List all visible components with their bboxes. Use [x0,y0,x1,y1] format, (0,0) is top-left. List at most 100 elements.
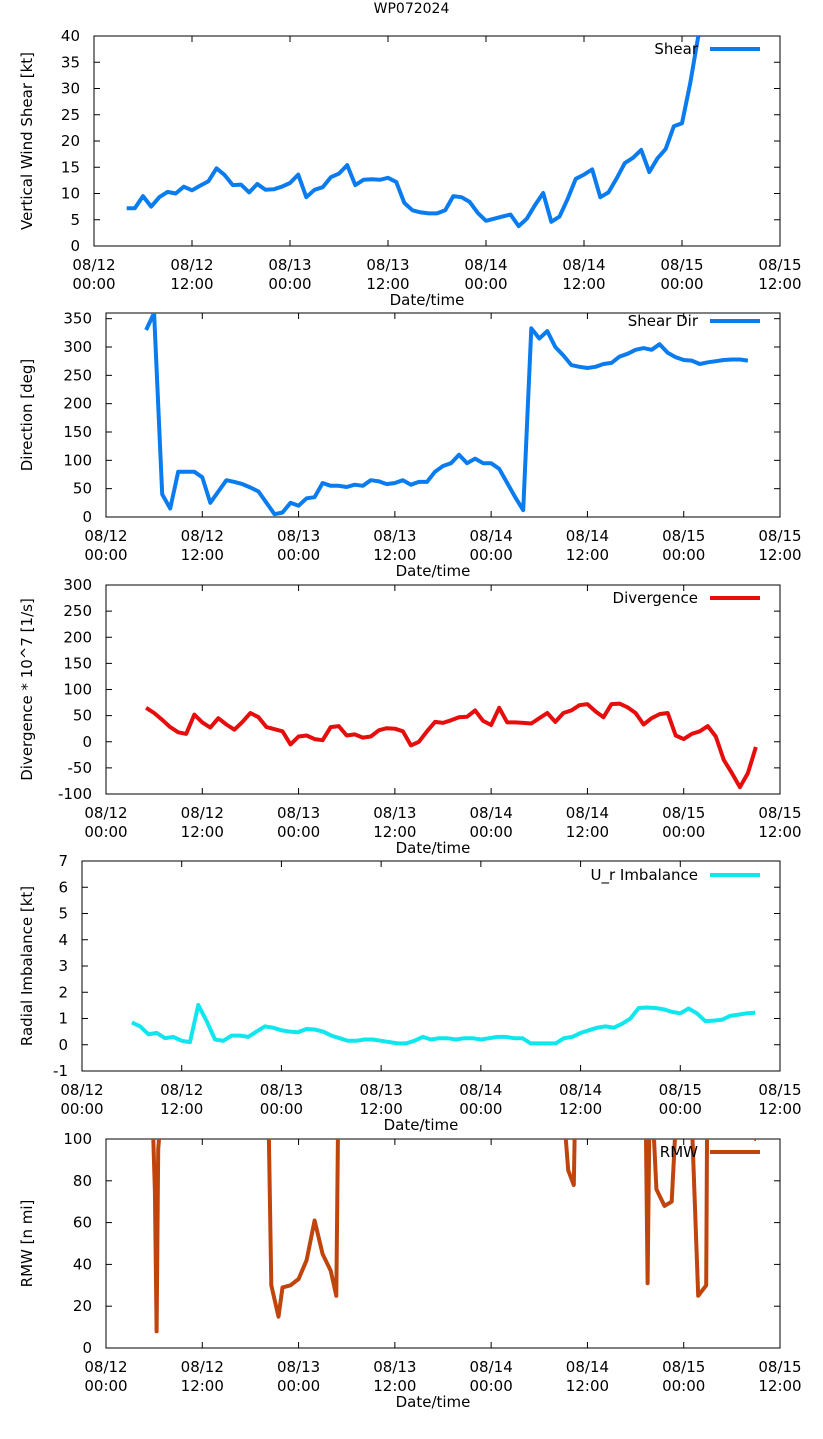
divergence-xtick-label-date: 08/12 [181,804,224,822]
shear-dir-x-axis-label: Date/time [396,562,471,580]
divergence-xtick-label-date: 08/13 [277,804,320,822]
shear-xtick-label-date: 08/12 [170,256,213,274]
shear-dir-ytick-label: 200 [63,395,92,413]
divergence-ytick-label: 0 [82,733,92,751]
divergence-xtick-label-date: 08/14 [566,804,609,822]
shear-dir-panel: 05010015020025030035008/1200:0008/1212:0… [18,310,802,580]
rmw-series-line [644,1139,652,1286]
divergence-xtick-label-time: 12:00 [566,823,609,841]
shear-xtick-label-time: 00:00 [464,275,507,293]
shear-dir-ytick-label: 250 [63,366,92,384]
figure-title: WP072024 [373,1,450,17]
shear-legend-label: Shear [654,40,698,58]
divergence-xtick-label-time: 12:00 [758,823,801,841]
shear-dir-y-axis-label: Direction [deg] [18,359,36,472]
shear-dir-xtick-label-date: 08/12 [84,527,127,545]
rmw-ytick-label: 100 [63,1130,92,1148]
divergence-y-axis-label: Divergence * 10^7 [1/s] [18,598,36,781]
radial-imbalance-xtick-label-date: 08/13 [360,1081,403,1099]
rmw-ytick-label: 80 [73,1172,92,1190]
shear-xtick-label-date: 08/15 [758,256,801,274]
shear-dir-xtick-label-date: 08/12 [181,527,224,545]
divergence-xtick-label-date: 08/12 [84,804,127,822]
shear-dir-xtick-label-date: 08/13 [277,527,320,545]
shear-dir-xtick-label-date: 08/14 [566,527,609,545]
radial-imbalance-ytick-label: 3 [58,957,68,975]
rmw-plot-frame [105,1138,781,1349]
rmw-series-line [652,1139,677,1208]
shear-dir-ytick-label: 0 [82,508,92,526]
rmw-y-axis-label: RMW [n mi] [18,1200,36,1288]
radial-imbalance-xtick-label-time: 00:00 [60,1100,103,1118]
radial-imbalance-xtick-label-time: 12:00 [160,1100,203,1118]
divergence-xtick-label-time: 00:00 [277,823,320,841]
rmw-xtick-label-date: 08/12 [84,1358,127,1376]
shear-dir-xtick-label-time: 00:00 [662,546,705,564]
shear-dir-xtick-label-date: 08/13 [373,527,416,545]
divergence-ytick-label: -50 [68,759,93,777]
shear-dir-xtick-label-time: 12:00 [373,546,416,564]
shear-dir-xtick-label-time: 00:00 [470,546,513,564]
radial-imbalance-xtick-label-date: 08/13 [260,1081,303,1099]
radial-imbalance-legend-label: U_r Imbalance [590,866,698,885]
radial-imbalance-xtick-label-date: 08/12 [60,1081,103,1099]
rmw-ytick-label: 0 [82,1339,92,1357]
radial-imbalance-xtick-label-time: 12:00 [360,1100,403,1118]
radial-imbalance-ytick-label: 1 [58,1010,68,1028]
radial-imbalance-ytick-label: -1 [53,1062,68,1080]
rmw-xtick-label-time: 12:00 [566,1377,609,1395]
radial-imbalance-xtick-label-date: 08/14 [459,1081,502,1099]
shear-ytick-label: 0 [70,237,80,255]
radial-imbalance-xtick-label-time: 00:00 [260,1100,303,1118]
rmw-series-line [266,1139,340,1319]
divergence-ytick-label: -100 [58,785,92,803]
shear-dir-ytick-label: 50 [73,480,92,498]
divergence-plot-frame [105,584,781,795]
rmw-series-line [690,1139,709,1298]
divergence-series-line [145,701,758,790]
shear-xtick-label-date: 08/14 [464,256,507,274]
shear-dir-ytick-label: 350 [63,310,92,328]
shear-ytick-label: 15 [61,158,80,176]
shear-dir-ytick-label: 150 [63,423,92,441]
shear-xtick-label-time: 00:00 [268,275,311,293]
rmw-ytick-label: 20 [73,1297,92,1315]
shear-xtick-label-time: 00:00 [72,275,115,293]
shear-dir-xtick-label-time: 12:00 [181,546,224,564]
rmw-ytick-label: 60 [73,1214,92,1232]
shear-ytick-label: 40 [61,27,80,45]
shear-ytick-label: 20 [61,132,80,150]
rmw-ytick-label: 40 [73,1255,92,1273]
divergence-xtick-label-time: 00:00 [470,823,513,841]
shear-ytick-label: 10 [61,185,80,203]
shear-dir-xtick-label-date: 08/15 [662,527,705,545]
radial-imbalance-x-axis-label: Date/time [384,1116,459,1134]
shear-series-line [126,36,701,229]
radial-imbalance-panel: -10123456708/1200:0008/1212:0008/1300:00… [18,852,802,1134]
divergence-ytick-label: 300 [63,576,92,594]
radial-imbalance-xtick-label-time: 12:00 [559,1100,602,1118]
shear-dir-xtick-label-time: 12:00 [758,546,801,564]
radial-imbalance-xtick-label-date: 08/15 [659,1081,702,1099]
rmw-xtick-label-time: 00:00 [84,1377,127,1395]
shear-xtick-label-date: 08/14 [562,256,605,274]
shear-xtick-label-time: 00:00 [660,275,703,293]
divergence-xtick-label-time: 12:00 [181,823,224,841]
shear-xtick-label-date: 08/13 [268,256,311,274]
shear-dir-ytick-label: 100 [63,451,92,469]
radial-imbalance-xtick-label-date: 08/12 [160,1081,203,1099]
shear-xtick-label-date: 08/15 [660,256,703,274]
rmw-series-line [563,1139,577,1187]
rmw-xtick-label-time: 12:00 [758,1377,801,1395]
rmw-xtick-label-date: 08/14 [470,1358,513,1376]
rmw-xtick-label-time: 12:00 [373,1377,416,1395]
radial-imbalance-ytick-label: 6 [58,878,68,896]
shear-dir-xtick-label-date: 08/14 [470,527,513,545]
shear-dir-series-line [144,313,749,517]
radial-imbalance-xtick-label-date: 08/14 [559,1081,602,1099]
shear-ytick-label: 25 [61,106,80,124]
rmw-xtick-label-date: 08/12 [181,1358,224,1376]
rmw-legend-label: RMW [660,1143,698,1161]
shear-ytick-label: 30 [61,80,80,98]
